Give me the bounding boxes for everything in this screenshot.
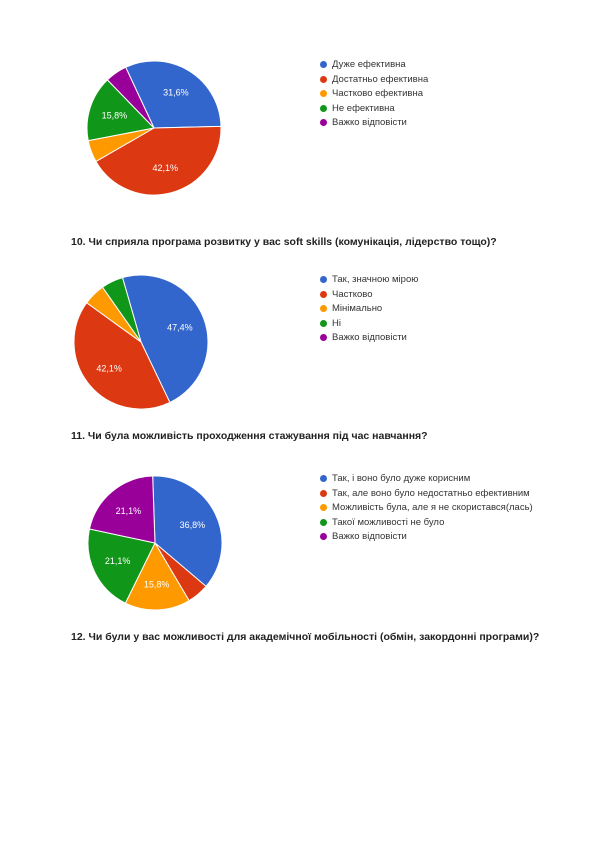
legend-label: Достатньо ефективна [332,73,429,85]
pie-data-label-2-2: 42,1% [96,364,122,374]
legend-swatch-icon [320,533,327,540]
pie-slice-3-4 [87,528,156,604]
legend-item: Так, значною мірою [320,274,418,286]
legend-label: Так, але воно було недостатньо ефективни… [332,487,530,499]
legend-label: Мінімально [332,303,383,314]
legend-item: Ні [320,318,418,330]
legend-1: Дуже ефективна Достатньо ефективна Частков… [320,59,428,132]
legend-item: Достатньо ефективна [320,74,428,86]
legend-item: Частково [320,289,418,301]
legend-item: Так, і воно було дуже корисним [320,473,533,485]
legend-item: Такої можливості не було [320,517,533,529]
legend-swatch-icon [320,75,327,83]
legend-swatch-icon [320,475,327,482]
pie-slice-3-5 [88,475,156,544]
pie-slice-1-1 [125,60,222,129]
legend-swatch-icon [320,276,327,283]
pie-slice-3-1 [152,475,223,588]
legend-item: Так, але воно було недостатньо ефективни… [320,488,533,500]
legend-item: Важко відповісти [320,332,418,344]
legend-label: Такої можливості не було [332,516,445,528]
legend-swatch-icon [320,104,327,112]
legend-label: Важко відповісти [332,332,407,343]
pie-data-label-3-1: 36,8% [180,520,206,530]
legend-swatch-icon [320,61,327,68]
pie-slice-2-2 [73,302,171,410]
pie-chart-2: 47,4% 42,1% [73,274,209,410]
legend-swatch-icon [320,305,327,312]
legend-item: Частково ефективна [320,88,428,100]
legend-label: Частково ефективна [332,88,424,99]
pie-chart-1: 31,6% 42,1% 15,8% [86,60,222,196]
legend-swatch-icon [320,90,327,97]
legend-item: Важко відповісти [320,531,533,543]
legend-label: Так, і воно було дуже корисним [332,473,471,484]
legend-label: Не ефективна [332,102,395,114]
pie-data-label-3-5: 21,1% [116,506,142,516]
pie-data-label-2-1: 47,4% [167,322,193,332]
legend-swatch-icon [320,518,327,526]
pie-data-label-3-4: 21,1% [105,556,131,566]
pie-data-label-1-1: 31,6% [163,88,189,98]
legend-label: Ні [332,317,341,329]
pie-slice-1-5 [106,66,155,129]
pie-data-label-1-4: 15,8% [102,110,128,120]
pie-data-label-1-2: 42,1% [152,163,178,173]
pie-chart-3: 36,8% 15,8% 21,1% 21,1% [87,475,223,611]
legend-label: Важко відповісти [332,117,407,128]
legend-item: Мінімально [320,303,418,315]
legend-swatch-icon [320,290,327,298]
legend-swatch-icon [320,504,327,511]
legend-swatch-icon [320,319,327,327]
legend-item: Не ефективна [320,103,428,115]
pie-slice-2-1 [121,274,209,404]
legend-swatch-icon [320,489,327,497]
legend-label: Так, значною мірою [332,274,419,285]
legend-item: Дуже ефективна [320,59,428,71]
legend-item: Важко відповісти [320,117,428,129]
question-12: 12. Чи були у вас можливості для академі… [71,631,540,643]
legend-swatch-icon [320,334,327,341]
legend-item: Можливість була, але я не скористався(ла… [320,502,533,514]
legend-label: Дуже ефективна [332,59,406,70]
legend-label: Частково [332,288,373,300]
question-11: 11. Чи була можливість проходження стажу… [71,430,428,442]
pie-data-label-3-3: 15,8% [144,580,170,590]
question-10: 10. Чи сприяла програма розвитку у вас s… [71,236,497,248]
pie-slice-2-4 [101,276,142,343]
legend-label: Важко відповісти [332,531,407,542]
legend-label: Можливість була, але я не скористався(ла… [332,502,533,513]
legend-2: Так, значною мірою Частково Мінімально Ні Ва… [320,274,418,347]
legend-swatch-icon [320,119,327,126]
pie-slice-1-4 [86,79,156,142]
pie-slice-3-3 [124,541,190,611]
legend-3: Так, і воно було дуже корисним Так, але в… [320,473,533,546]
